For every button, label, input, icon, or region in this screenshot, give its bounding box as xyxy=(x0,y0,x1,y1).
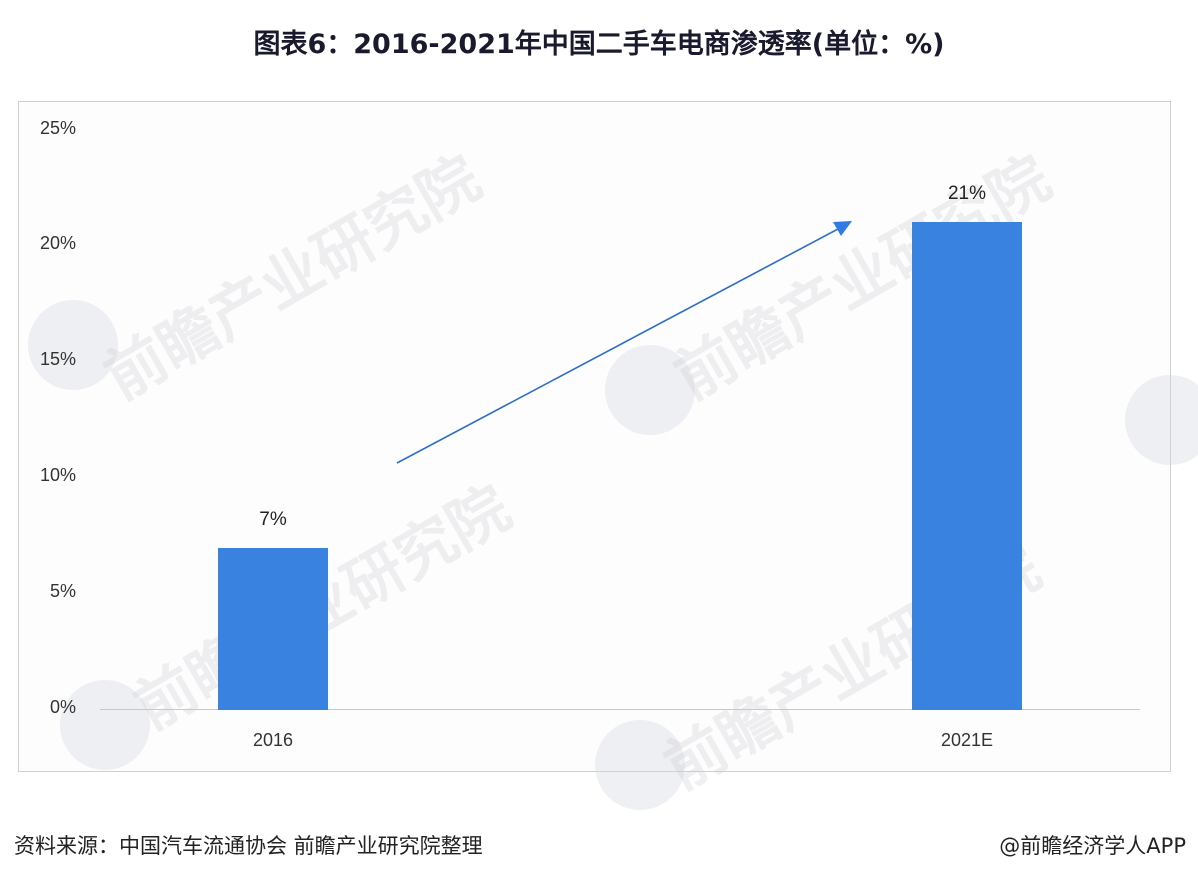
x-tick-label: 2021E xyxy=(940,730,994,750)
y-tick-label: 10% xyxy=(39,465,76,485)
bar-2016 xyxy=(218,548,328,710)
y-tick-label: 20% xyxy=(39,233,76,253)
chart-title: 图表6：2016-2021年中国二手车电商渗透率(单位：%) xyxy=(253,29,945,60)
data-source-note: 资料来源：中国汽车流通协会 前瞻产业研究院整理 xyxy=(14,834,483,858)
publisher-credit: @前瞻经济学人APP xyxy=(999,834,1186,858)
y-tick-label: 25% xyxy=(39,118,76,138)
bar-value-label: 21% xyxy=(947,183,987,204)
bar-2021e xyxy=(912,222,1022,710)
y-tick-label: 15% xyxy=(39,349,76,369)
x-axis-line xyxy=(100,709,1140,710)
bar-value-label: 7% xyxy=(259,509,287,530)
y-tick-label: 5% xyxy=(49,581,76,601)
x-tick-label: 2016 xyxy=(252,730,294,750)
y-tick-label: 0% xyxy=(49,697,76,717)
